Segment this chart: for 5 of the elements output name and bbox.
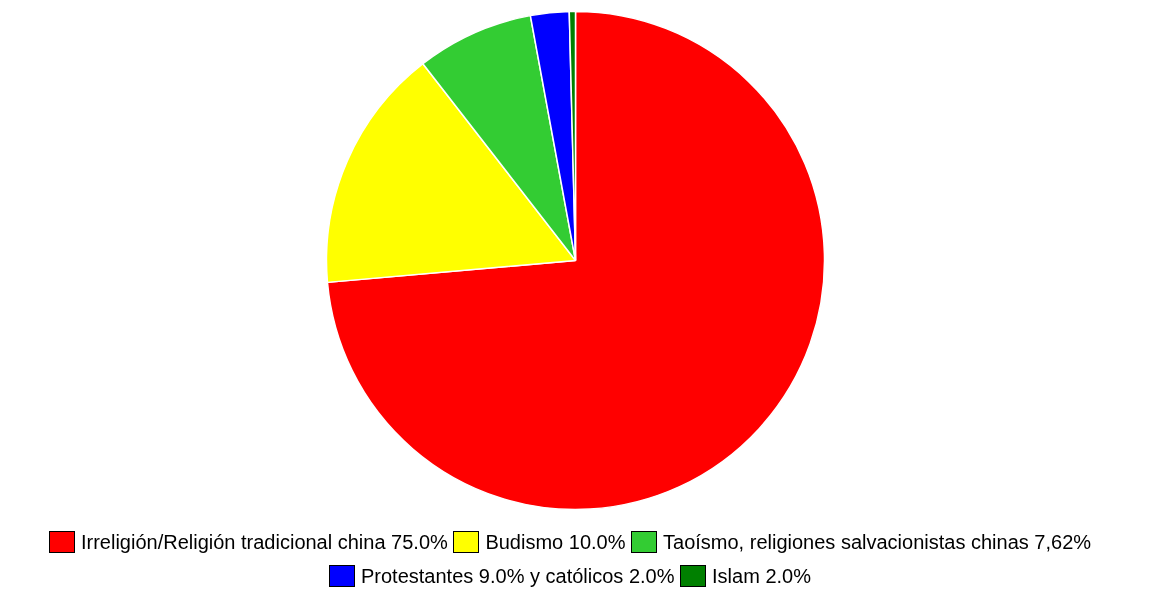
legend-label: Protestantes 9.0% y católicos 2.0% (360, 565, 675, 587)
legend-label: Budismo 10.0% (484, 531, 626, 553)
legend-label: Irreligión/Religión tradicional china 75.0% (79, 531, 448, 553)
legend-label: Islam 2.0% (711, 565, 812, 587)
legend-label: Taoísmo, religiones salvacionistas chinas 7,62% (662, 531, 1092, 553)
